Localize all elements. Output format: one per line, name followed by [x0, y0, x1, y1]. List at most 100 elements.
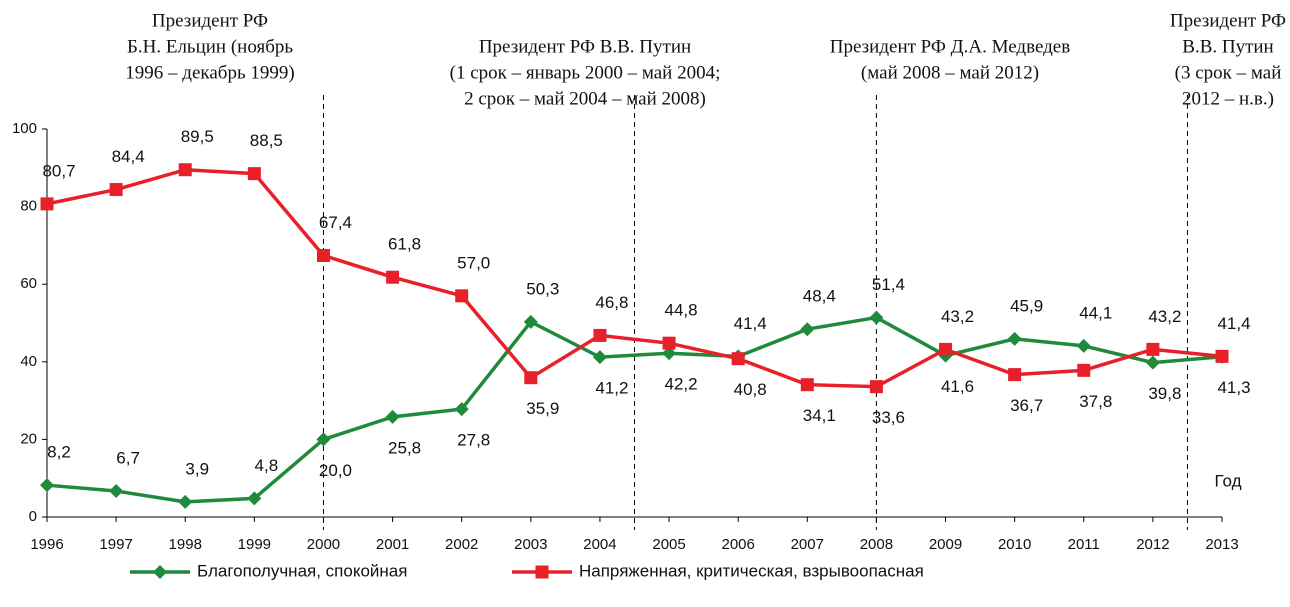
marker [731, 352, 745, 366]
data-label: 43,2 [1148, 307, 1181, 326]
x-tick-label: 2013 [1205, 536, 1238, 553]
x-tick-label: 2010 [998, 536, 1031, 553]
data-label: 37,8 [1079, 392, 1112, 411]
data-label: 44,8 [665, 301, 698, 320]
data-label: 46,8 [595, 293, 628, 312]
annotation: Президент РФ В.В. Путин [479, 36, 691, 57]
legend-label: Благополучная, спокойная [197, 561, 407, 580]
marker [593, 328, 607, 342]
marker [523, 314, 538, 329]
marker [1145, 355, 1160, 370]
x-tick-label: 2008 [860, 536, 893, 553]
annotation: 1996 – декабрь 1999) [125, 62, 294, 83]
marker [247, 167, 261, 181]
x-tick-label: 2000 [307, 536, 340, 553]
marker [800, 378, 814, 392]
marker [153, 565, 167, 579]
data-label: 8,2 [47, 443, 71, 462]
data-label: 50,3 [526, 279, 559, 298]
marker [869, 380, 883, 394]
marker [1215, 349, 1229, 363]
data-label: 51,4 [872, 275, 905, 294]
marker [109, 183, 123, 197]
annotation: 2012 – н.в.) [1182, 88, 1274, 109]
data-label: 89,5 [181, 127, 214, 146]
data-label: 6,7 [116, 448, 140, 467]
y-tick-label: 100 [12, 120, 37, 137]
annotation: В.В. Путин [1182, 36, 1273, 57]
x-tick-label: 2009 [929, 536, 962, 553]
data-label: 27,8 [457, 431, 490, 450]
annotation: Б.Н. Ельцин (ноябрь [127, 36, 293, 57]
x-axis-label: Год [1214, 471, 1241, 490]
data-label: 57,0 [457, 253, 490, 272]
y-tick-label: 60 [20, 275, 37, 292]
data-label: 42,2 [665, 375, 698, 394]
marker [1008, 368, 1022, 382]
data-label: 41,4 [1217, 314, 1250, 333]
marker [386, 270, 400, 284]
x-tick-label: 2001 [376, 536, 409, 553]
x-tick-label: 2002 [445, 536, 478, 553]
data-label: 33,6 [872, 408, 905, 427]
data-label: 35,9 [526, 399, 559, 418]
x-tick-label: 1998 [169, 536, 202, 553]
y-tick-label: 20 [20, 430, 37, 447]
marker [662, 336, 676, 350]
marker [535, 565, 549, 579]
y-tick-label: 0 [29, 508, 37, 525]
marker [869, 310, 884, 325]
annotation: 2 срок – май 2004 – май 2008) [464, 88, 706, 109]
marker [109, 484, 124, 499]
marker [524, 371, 538, 385]
marker [316, 432, 331, 447]
marker [939, 342, 953, 356]
data-label: 44,1 [1079, 303, 1112, 322]
series-line [46, 315, 1223, 504]
data-label: 43,2 [941, 307, 974, 326]
marker [662, 346, 677, 361]
y-tick-label: 40 [20, 353, 37, 370]
x-tick-label: 1997 [99, 536, 132, 553]
marker [1007, 331, 1022, 346]
legend-label: Напряженная, критическая, взрывоопасная [579, 561, 924, 580]
data-label: 39,8 [1148, 384, 1181, 403]
data-label: 4,8 [255, 456, 279, 475]
marker [385, 409, 400, 424]
data-label: 84,4 [112, 147, 145, 166]
data-label: 41,3 [1217, 378, 1250, 397]
marker [40, 478, 54, 493]
x-tick-label: 2012 [1136, 536, 1169, 553]
marker [1077, 363, 1091, 377]
annotation: Президент РФ [152, 10, 268, 31]
x-tick-label: 2006 [721, 536, 754, 553]
data-label: 41,2 [595, 379, 628, 398]
data-label: 67,4 [319, 213, 352, 232]
marker [800, 322, 815, 337]
annotation: (май 2008 – май 2012) [861, 62, 1039, 83]
data-label: 3,9 [185, 459, 209, 478]
marker [316, 248, 330, 262]
data-label: 25,8 [388, 438, 421, 457]
annotation: (1 срок – январь 2000 – май 2004; [450, 62, 721, 83]
data-label: 80,7 [42, 161, 75, 180]
data-label: 41,4 [734, 314, 767, 333]
data-label: 36,7 [1010, 396, 1043, 415]
annotation: (3 срок – май [1175, 62, 1282, 83]
data-label: 40,8 [734, 380, 767, 399]
data-label: 20,0 [319, 461, 352, 480]
data-label: 41,6 [941, 377, 974, 396]
marker [592, 350, 607, 365]
marker [454, 402, 469, 417]
marker [1146, 342, 1160, 356]
x-tick-label: 1999 [238, 536, 271, 553]
marker [1076, 338, 1091, 353]
x-tick-label: 2007 [791, 536, 824, 553]
data-label: 48,4 [803, 287, 836, 306]
x-tick-label: 1996 [30, 536, 63, 553]
x-tick-label: 2003 [514, 536, 547, 553]
marker [178, 494, 193, 509]
x-tick-label: 2005 [652, 536, 685, 553]
series-line [46, 167, 1223, 389]
